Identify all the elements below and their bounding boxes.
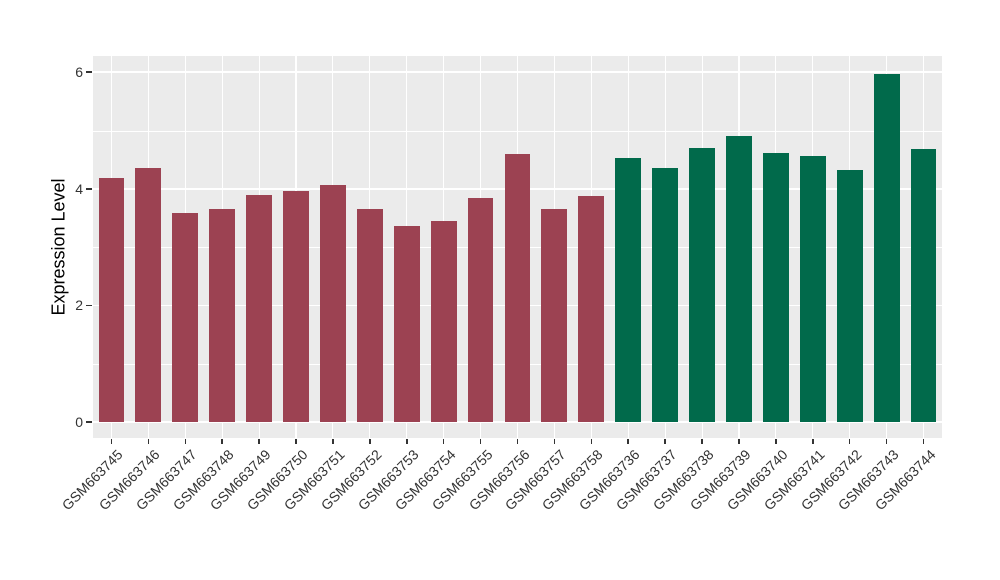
- bar-GSM663746: [135, 168, 162, 422]
- bar-GSM663738: [689, 148, 715, 422]
- x-axis-tick: [516, 438, 519, 444]
- bar-GSM663752: [356, 208, 383, 422]
- y-tick-label: 4: [75, 180, 83, 197]
- x-axis-tick: [775, 438, 777, 444]
- bar-GSM663758: [578, 196, 605, 422]
- x-axis-tick: [553, 438, 556, 444]
- x-axis-tick: [848, 438, 851, 444]
- y-axis-tick: [86, 304, 92, 307]
- y-axis-tick: [86, 71, 92, 73]
- x-axis-tick: [442, 438, 445, 444]
- bar-GSM663747: [172, 213, 199, 422]
- bar-GSM663739: [726, 136, 752, 422]
- x-axis-tick: [922, 438, 925, 444]
- bar-GSM663744: [910, 149, 937, 422]
- x-axis-tick: [295, 438, 297, 444]
- x-axis-tick: [738, 438, 740, 444]
- y-tick-label: 0: [75, 414, 83, 430]
- x-axis-tick: [332, 438, 334, 444]
- x-axis-tick: [590, 438, 593, 444]
- bar-GSM663741: [799, 156, 826, 422]
- bar-GSM663755: [467, 197, 494, 422]
- y-axis-tick: [86, 421, 92, 423]
- plot-panel: [93, 56, 942, 438]
- bar-GSM663737: [652, 167, 679, 422]
- x-axis-tick: [221, 438, 223, 444]
- x-axis-tick: [812, 438, 814, 444]
- y-axis-tick: [86, 188, 92, 190]
- bar-GSM663749: [246, 194, 273, 422]
- bar-GSM663745: [98, 178, 125, 422]
- bar-GSM663743: [873, 73, 900, 422]
- x-axis-tick: [664, 438, 666, 444]
- x-axis-tick: [110, 438, 113, 444]
- bar-GSM663757: [541, 209, 568, 422]
- x-axis-tick: [627, 438, 629, 444]
- x-axis-tick: [406, 438, 408, 444]
- x-axis-tick: [885, 438, 888, 444]
- y-tick-label: 2: [75, 297, 83, 314]
- bar-GSM663754: [430, 220, 457, 422]
- bar-GSM663736: [615, 157, 642, 422]
- bar-GSM663756: [504, 153, 531, 422]
- x-tick-label: GSM663745: [59, 446, 127, 514]
- x-axis-tick: [258, 438, 260, 444]
- x-axis-tick: [479, 438, 482, 444]
- bar-GSM663753: [393, 225, 420, 422]
- bar-GSM663742: [836, 170, 863, 422]
- bar-GSM663750: [283, 191, 309, 422]
- y-tick-label: 6: [75, 64, 83, 81]
- x-axis-tick: [701, 438, 703, 444]
- bar-GSM663751: [320, 184, 346, 422]
- bar-GSM663740: [762, 153, 789, 422]
- x-axis-tick: [147, 438, 150, 444]
- bar-GSM663748: [209, 208, 236, 422]
- x-axis-tick: [184, 438, 187, 444]
- x-axis-tick: [369, 438, 371, 444]
- y-axis-title: Expression Level: [48, 178, 69, 316]
